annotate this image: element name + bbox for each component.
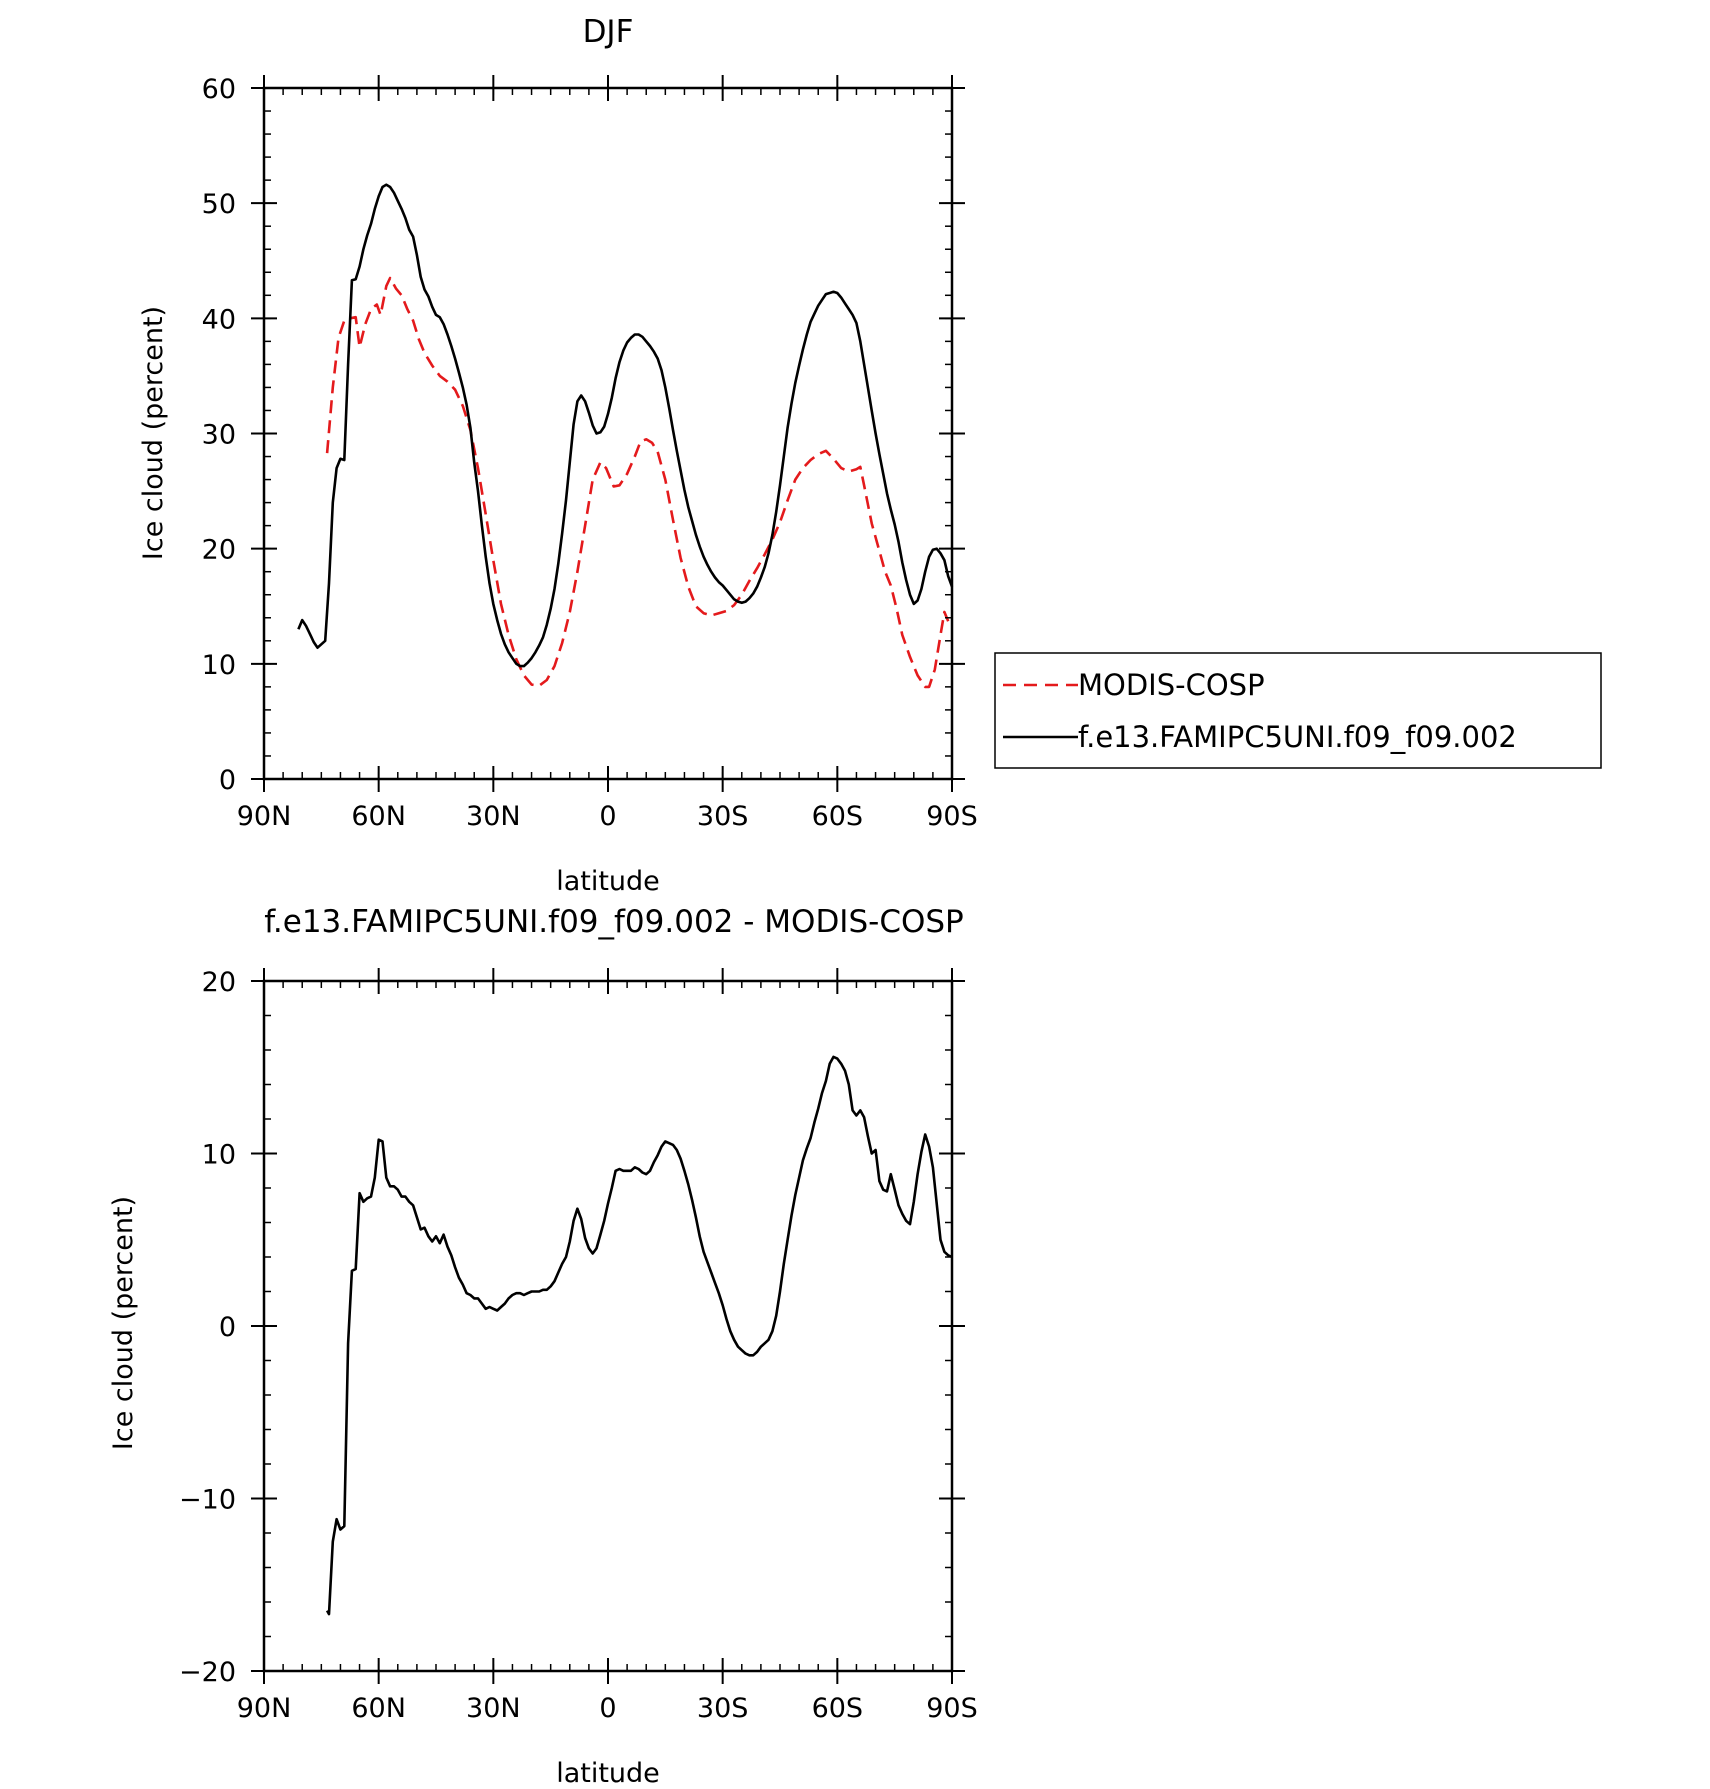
x-tick-label: 30S <box>697 1693 749 1724</box>
x-tick-label: 60N <box>351 801 406 832</box>
legend-label-model: f.e13.FAMIPC5UNI.f09_f09.002 <box>1078 720 1517 754</box>
legend-box <box>994 652 1602 769</box>
x-tick-label: 90N <box>237 1693 292 1724</box>
legend: MODIS-COSP f.e13.FAMIPC5UNI.f09_f09.002 <box>994 652 1602 769</box>
bottom-chart-title: f.e13.FAMIPC5UNI.f09_f09.002 - MODIS-COS… <box>264 904 963 940</box>
x-tick-label: 90S <box>926 1693 978 1724</box>
y-tick-label: 60 <box>202 74 236 105</box>
bottom-x-axis-label: latitude <box>556 1758 660 1789</box>
x-tick-label: 30N <box>466 801 521 832</box>
x-tick-label: 30S <box>697 801 749 832</box>
x-tick-label: 30N <box>466 1693 521 1724</box>
y-tick-label: −10 <box>179 1485 236 1516</box>
top-axes: 90N 60N 30N 0 30S 60S 90S 0 10 20 30 40 50 60 <box>202 74 978 832</box>
x-tick-label: 90S <box>926 801 978 832</box>
bottom-plot-frame <box>262 979 954 1673</box>
bottom-y-axis-label: Ice cloud (percent) <box>108 1196 139 1450</box>
top-plot-frame <box>262 86 954 781</box>
top-series-layer <box>297 183 954 689</box>
y-tick-label: 10 <box>202 650 236 681</box>
y-tick-label: 0 <box>219 765 236 796</box>
y-tick-label: 0 <box>219 1312 236 1343</box>
y-tick-label: 50 <box>202 189 236 220</box>
y-tick-label: 30 <box>202 420 236 451</box>
x-tick-label: 60N <box>351 1693 406 1724</box>
top-series-line-1 <box>297 183 954 668</box>
y-tick-label: 40 <box>202 304 236 335</box>
bottom-chart: f.e13.FAMIPC5UNI.f09_f09.002 - MODIS-COS… <box>108 904 978 1789</box>
top-series-line-0 <box>325 276 950 689</box>
x-tick-label: 90N <box>237 801 292 832</box>
bottom-axes: 90N 60N 30N 0 30S 60S 90S −20 −10 0 10 20 <box>179 967 978 1724</box>
y-tick-label: 20 <box>202 535 236 566</box>
y-tick-label: −20 <box>179 1657 236 1688</box>
x-tick-label: 0 <box>599 1693 616 1724</box>
x-tick-label: 60S <box>812 1693 864 1724</box>
top-chart-title: DJF <box>583 14 634 50</box>
x-tick-label: 60S <box>812 801 864 832</box>
x-tick-label: 0 <box>599 801 616 832</box>
top-chart: DJF 90N 60N 30N 0 30S 60S 90S 0 10 20 30 40 50 60 lat… <box>138 14 978 897</box>
top-y-axis-label: Ice cloud (percent) <box>138 306 169 560</box>
top-x-axis-label: latitude <box>556 866 660 897</box>
y-tick-label: 10 <box>202 1140 236 1171</box>
y-tick-label: 20 <box>202 967 236 998</box>
bottom-series-line-0 <box>325 1055 953 1616</box>
legend-label-modis: MODIS-COSP <box>1078 668 1265 702</box>
bottom-series-layer <box>325 1055 953 1616</box>
